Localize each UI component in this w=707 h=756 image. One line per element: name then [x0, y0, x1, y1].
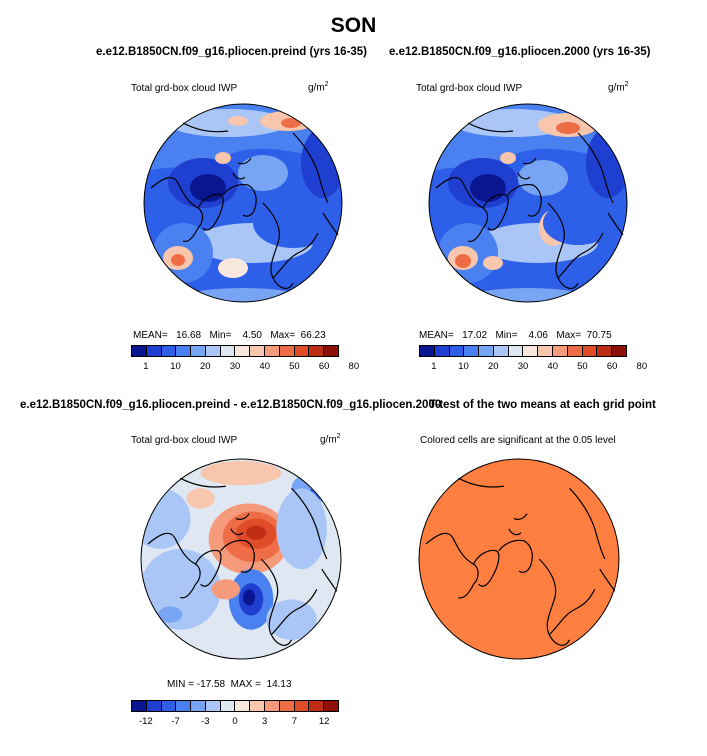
colorbar-tick-label: 80: [348, 361, 360, 372]
top-left-colorbar-ticks: 1 10 20 30 40 50 60 80: [131, 361, 359, 373]
colorbar-cell: [553, 346, 568, 356]
colorbar-cell: [250, 701, 266, 711]
colorbar-cell: [567, 346, 583, 356]
top-left-units: g/m2: [308, 81, 329, 94]
figure-title: SON: [330, 14, 377, 37]
top-right-colorbar-ticks: 1 10 20 30 40 50 60 80: [419, 361, 647, 373]
colorbar-tick-label: 40: [259, 361, 270, 372]
colorbar-tick-label: -12: [138, 716, 153, 727]
colorbar-tick-label: 20: [199, 361, 211, 372]
bottom-right-case-title: T-test of the two means at each grid poi…: [429, 399, 656, 411]
colorbar-cell: [420, 346, 435, 356]
colorbar-cell: [493, 346, 509, 356]
colorbar-cell: [146, 346, 162, 356]
colorbar-cell: [205, 346, 221, 356]
colorbar-cell: [132, 346, 147, 356]
colorbar-cell: [161, 346, 177, 356]
colorbar-cell: [508, 346, 524, 356]
bottom-left-variable-label: Total grd-box cloud IWP: [131, 435, 238, 446]
colorbar-tick-label: 10: [170, 361, 181, 372]
top-left-variable-label: Total grd-box cloud IWP: [131, 83, 238, 94]
colorbar-tick-label: 50: [289, 361, 300, 372]
bottom-left-case-title: e.e12.B1850CN.f09_g16.pliocen.preind - e…: [20, 399, 442, 411]
top-left-stats: MEAN= 16.68 Min= 4.50 Max= 66.23: [133, 330, 326, 341]
colorbar-cell: [597, 346, 613, 356]
colorbar-tick-label: 0: [232, 716, 238, 727]
top-right-units: g/m2: [608, 81, 629, 94]
colorbar-tick-label: -3: [201, 716, 210, 727]
colorbar-cell: [279, 701, 295, 711]
colorbar-cell: [523, 346, 539, 356]
colorbar-tick-label: 60: [318, 361, 330, 372]
bottom-left-stats: MIN = -17.58 MAX = 14.13: [167, 679, 292, 690]
bottom-left-colorbar: [131, 700, 339, 712]
colorbar-cell: [176, 701, 192, 711]
bottom-left-colorbar-ticks: -12 -7 -3 0 3 7 12: [131, 716, 339, 728]
colorbar-tick-label: 40: [547, 361, 558, 372]
colorbar-tick-label: 30: [229, 361, 241, 372]
colorbar-cell: [309, 701, 325, 711]
colorbar-cell: [146, 701, 162, 711]
top-right-variable-label: Total grd-box cloud IWP: [416, 83, 523, 94]
top-right-case-title: e.e12.B1850CN.f09_g16.pliocen.2000 (yrs …: [389, 46, 651, 58]
colorbar-tick-label: 20: [487, 361, 499, 372]
colorbar-tick-label: 50: [577, 361, 588, 372]
colorbar-cell: [220, 346, 236, 356]
colorbar-tick-label: 1: [143, 361, 149, 372]
colorbar-cell: [612, 346, 626, 356]
colorbar-cell: [250, 346, 266, 356]
top-right-stats: MEAN= 17.02 Min= 4.06 Max= 70.75: [419, 330, 612, 341]
top-left-colorbar: [131, 345, 339, 357]
bottom-right-polar-map: [418, 458, 620, 660]
colorbar-tick-label: 80: [636, 361, 648, 372]
colorbar-cell: [449, 346, 465, 356]
colorbar-cell: [294, 701, 310, 711]
top-left-case-title: e.e12.B1850CN.f09_g16.pliocen.preind (yr…: [96, 46, 368, 58]
bottom-left-polar-map: [140, 458, 342, 660]
colorbar-cell: [265, 346, 280, 356]
colorbar-tick-label: 1: [431, 361, 437, 372]
colorbar-cell: [279, 346, 295, 356]
colorbar-cell: [324, 701, 338, 711]
colorbar-tick-label: 30: [517, 361, 529, 372]
bottom-left-units: g/m2: [320, 433, 341, 446]
colorbar-cell: [235, 346, 251, 356]
top-right-colorbar: [419, 345, 627, 357]
colorbar-cell: [434, 346, 450, 356]
top-right-polar-map: [428, 103, 628, 303]
colorbar-cell: [176, 346, 192, 356]
colorbar-cell: [324, 346, 338, 356]
colorbar-cell: [132, 701, 147, 711]
colorbar-tick-label: 60: [606, 361, 618, 372]
colorbar-tick-label: 7: [291, 716, 298, 727]
colorbar-cell: [294, 346, 310, 356]
colorbar-tick-label: 12: [318, 716, 330, 727]
colorbar-cell: [309, 346, 325, 356]
colorbar-cell: [464, 346, 480, 356]
colorbar-cell: [220, 701, 236, 711]
colorbar-cell: [479, 346, 494, 356]
colorbar-cell: [265, 701, 280, 711]
colorbar-tick-label: 3: [262, 716, 268, 727]
colorbar-tick-label: -7: [171, 716, 180, 727]
colorbar-cell: [205, 701, 221, 711]
colorbar-cell: [191, 701, 206, 711]
colorbar-cell: [191, 346, 206, 356]
bottom-right-significance-note: Colored cells are significant at the 0.0…: [420, 435, 616, 446]
colorbar-cell: [582, 346, 598, 356]
colorbar-cell: [161, 701, 177, 711]
colorbar-cell: [235, 701, 251, 711]
colorbar-tick-label: 10: [458, 361, 469, 372]
top-left-polar-map: [143, 103, 343, 303]
colorbar-cell: [538, 346, 554, 356]
